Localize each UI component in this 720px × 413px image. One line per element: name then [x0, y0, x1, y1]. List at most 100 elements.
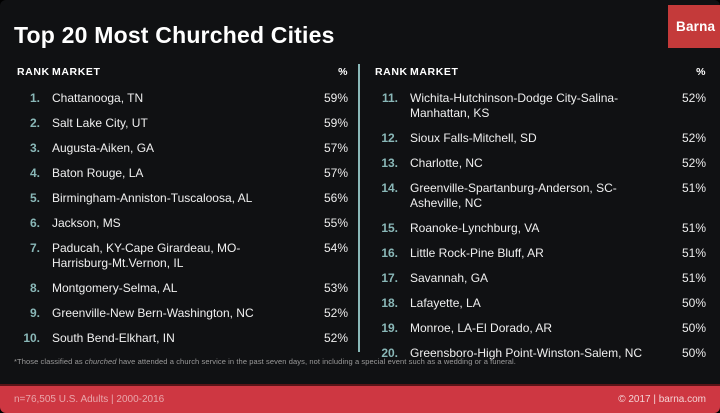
barna-logo: Barna	[668, 5, 720, 48]
percent-cell: 52%	[323, 331, 348, 345]
table-row: 8. Montgomery-Selma, AL 53%	[14, 276, 348, 301]
market-header: MARKET	[410, 66, 459, 78]
table-left-body: 1. Chattanooga, TN 59% 2. Salt Lake City…	[14, 86, 348, 351]
percent-cell: 50%	[681, 296, 706, 310]
market-cell: Greenville-New Bern-Washington, NC	[52, 306, 254, 320]
market-header: MARKET	[52, 66, 101, 78]
rank-cell: 17.	[381, 271, 398, 285]
table-right-header: RANK MARKET %	[372, 64, 706, 80]
footnote-prefix: *Those classified as	[14, 357, 85, 366]
rank-cell: 13.	[381, 156, 398, 170]
table-row: 9. Greenville-New Bern-Washington, NC 52…	[14, 301, 348, 326]
percent-cell: 54%	[323, 241, 348, 255]
rank-cell: 8.	[29, 281, 40, 295]
percent-cell: 56%	[323, 191, 348, 205]
market-cell: Jackson, MS	[52, 216, 121, 230]
table-right-body: 11. Wichita-Hutchinson-Dodge City-Salina…	[372, 86, 706, 366]
table-row: 19. Monroe, LA-El Dorado, AR 50%	[372, 316, 706, 341]
rank-header: RANK	[17, 66, 50, 78]
percent-cell: 51%	[681, 181, 706, 195]
rank-cell: 1.	[29, 91, 40, 105]
sample-size-text: n=76,505 U.S. Adults | 2000-2016	[14, 394, 165, 405]
rank-cell: 10.	[23, 331, 40, 345]
percent-cell: 52%	[323, 306, 348, 320]
percent-cell: 57%	[323, 141, 348, 155]
market-cell: Little Rock-Pine Bluff, AR	[410, 246, 544, 260]
percent-cell: 52%	[681, 131, 706, 145]
table-row: 16. Little Rock-Pine Bluff, AR 51%	[372, 241, 706, 266]
market-cell: Chattanooga, TN	[52, 91, 144, 105]
table-row: 3. Augusta-Aiken, GA 57%	[14, 136, 348, 161]
rank-cell: 16.	[381, 246, 398, 260]
rank-cell: 11.	[381, 91, 398, 105]
rank-cell: 7.	[29, 241, 40, 255]
table-right: RANK MARKET % 11. Wichita-Hutchinson-Dod…	[372, 64, 706, 366]
rank-cell: 6.	[29, 216, 40, 230]
table-divider	[358, 64, 360, 352]
page-title: Top 20 Most Churched Cities	[14, 22, 335, 48]
table-row: 7. Paducah, KY-Cape Girardeau, MO-Harris…	[14, 236, 348, 276]
market-cell: Montgomery-Selma, AL	[52, 281, 178, 295]
rank-cell: 5.	[29, 191, 40, 205]
market-cell: Salt Lake City, UT	[52, 116, 148, 130]
percent-header: %	[338, 66, 348, 78]
footnote-suffix: have attended a church service in the pa…	[116, 357, 516, 366]
market-cell: Baton Rouge, LA	[52, 166, 144, 180]
market-cell: Roanoke-Lynchburg, VA	[410, 221, 540, 235]
percent-header: %	[696, 66, 706, 78]
market-cell: Birmingham-Anniston-Tuscaloosa, AL	[52, 191, 253, 205]
table-row: 17. Savannah, GA 51%	[372, 266, 706, 291]
percent-cell: 51%	[681, 271, 706, 285]
table-row: 13. Charlotte, NC 52%	[372, 151, 706, 176]
table-row: 20. Greensboro-High Point-Winston-Salem,…	[372, 341, 706, 366]
rank-cell: 2.	[29, 116, 40, 130]
market-cell: Savannah, GA	[410, 271, 489, 285]
table-row: 15. Roanoke-Lynchburg, VA 51%	[372, 216, 706, 241]
market-cell: Monroe, LA-El Dorado, AR	[410, 321, 553, 335]
rank-cell: 19.	[381, 321, 398, 335]
table-row: 1. Chattanooga, TN 59%	[14, 86, 348, 111]
table-row: 4. Baton Rouge, LA 57%	[14, 161, 348, 186]
market-cell: South Bend-Elkhart, IN	[52, 331, 175, 345]
percent-cell: 52%	[681, 156, 706, 170]
percent-cell: 50%	[681, 346, 706, 360]
table-row: 14. Greenville-Spartanburg-Anderson, SC-…	[372, 176, 706, 216]
market-cell: Augusta-Aiken, GA	[52, 141, 155, 155]
rank-cell: 18.	[381, 296, 398, 310]
rank-cell: 4.	[29, 166, 40, 180]
market-cell: Lafayette, LA	[410, 296, 481, 310]
rank-cell: 3.	[29, 141, 40, 155]
table-left-header: RANK MARKET %	[14, 64, 348, 80]
market-cell: Greensboro-High Point-Winston-Salem, NC	[410, 346, 643, 360]
percent-cell: 53%	[323, 281, 348, 295]
percent-cell: 51%	[681, 221, 706, 235]
percent-cell: 57%	[323, 166, 348, 180]
market-cell: Paducah, KY-Cape Girardeau, MO-Harrisbur…	[52, 241, 241, 270]
market-cell: Wichita-Hutchinson-Dodge City-Salina-Man…	[410, 91, 619, 120]
table-row: 18. Lafayette, LA 50%	[372, 291, 706, 316]
table-row: 10. South Bend-Elkhart, IN 52%	[14, 326, 348, 351]
footnote: *Those classified as churched have atten…	[14, 357, 706, 366]
rank-cell: 9.	[29, 306, 40, 320]
market-cell: Greenville-Spartanburg-Anderson, SC-Ashe…	[410, 181, 617, 210]
percent-cell: 59%	[323, 91, 348, 105]
percent-cell: 59%	[323, 116, 348, 130]
table-left: RANK MARKET % 1. Chattanooga, TN 59% 2. …	[14, 64, 348, 351]
rank-cell: 15.	[381, 221, 398, 235]
rank-cell: 14.	[381, 181, 398, 195]
barna-logo-text: Barna	[676, 19, 716, 34]
percent-cell: 50%	[681, 321, 706, 335]
percent-cell: 52%	[681, 91, 706, 105]
table-row: 12. Sioux Falls-Mitchell, SD 52%	[372, 126, 706, 151]
table-row: 11. Wichita-Hutchinson-Dodge City-Salina…	[372, 86, 706, 126]
market-cell: Sioux Falls-Mitchell, SD	[410, 131, 537, 145]
rank-header: RANK	[375, 66, 408, 78]
table-row: 2. Salt Lake City, UT 59%	[14, 111, 348, 136]
table-row: 5. Birmingham-Anniston-Tuscaloosa, AL 56…	[14, 186, 348, 211]
footer-bar: n=76,505 U.S. Adults | 2000-2016 © 2017 …	[0, 384, 720, 413]
market-cell: Charlotte, NC	[410, 156, 483, 170]
table-row: 6. Jackson, MS 55%	[14, 211, 348, 236]
rank-cell: 12.	[381, 131, 398, 145]
percent-cell: 51%	[681, 246, 706, 260]
